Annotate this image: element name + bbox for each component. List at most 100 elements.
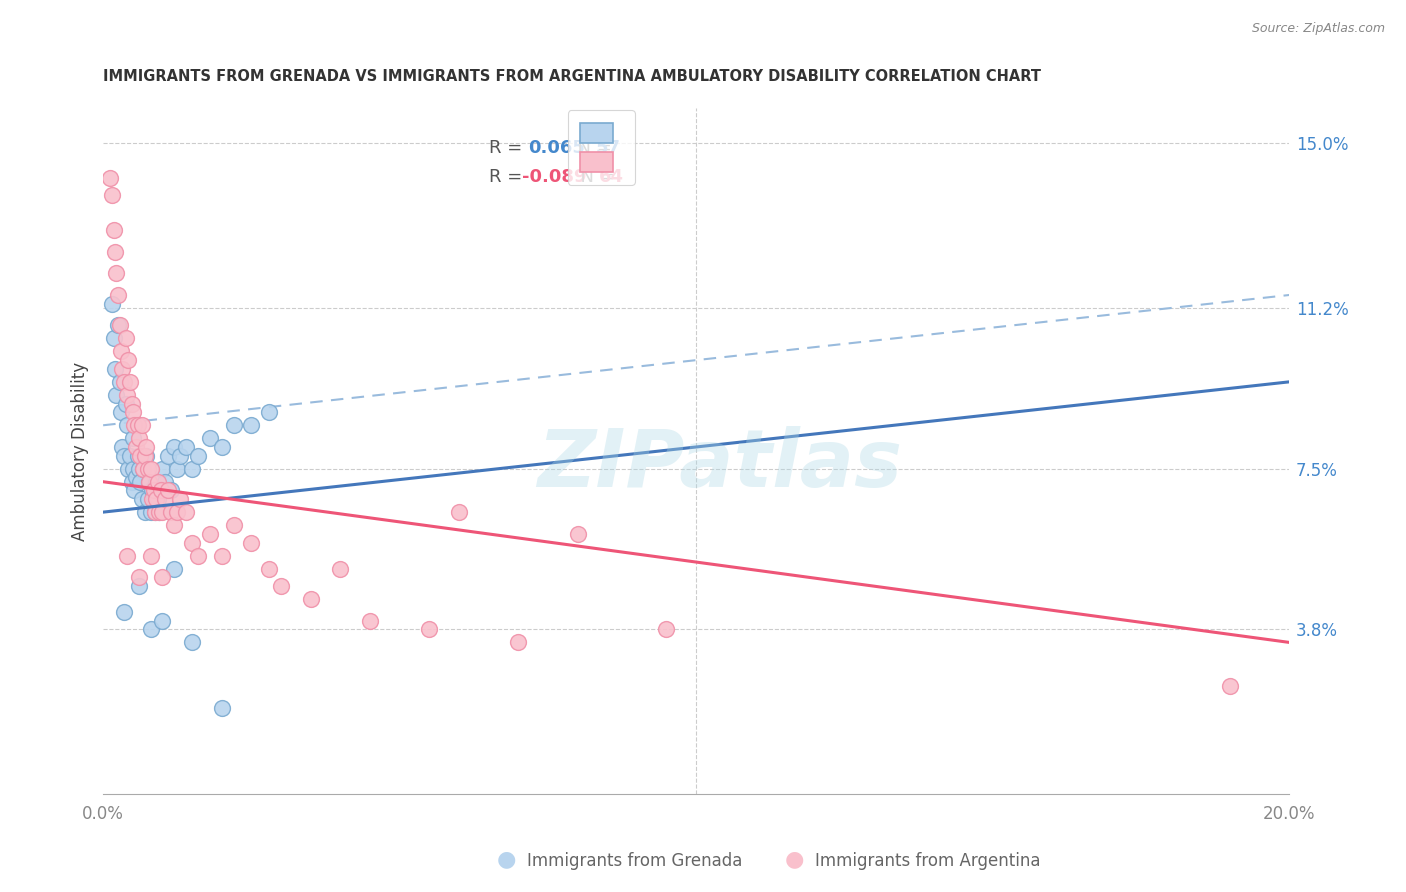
Point <box>211 440 233 454</box>
Point <box>155 492 177 507</box>
Point <box>105 266 128 280</box>
Point <box>160 483 183 498</box>
Point <box>198 431 221 445</box>
Point <box>257 405 280 419</box>
Point <box>131 492 153 507</box>
Point <box>567 526 589 541</box>
Point <box>155 475 177 489</box>
Point <box>299 591 322 606</box>
Point <box>157 483 180 498</box>
Point <box>240 535 263 549</box>
Point <box>121 396 143 410</box>
Point <box>98 170 121 185</box>
Point <box>187 549 209 563</box>
Point <box>211 549 233 563</box>
Point <box>121 405 143 419</box>
Text: ZIPatlas: ZIPatlas <box>537 426 903 504</box>
Point <box>145 492 167 507</box>
Point <box>163 561 186 575</box>
Point <box>128 449 150 463</box>
Point <box>122 483 145 498</box>
Text: -0.089: -0.089 <box>522 168 586 186</box>
Text: 57: 57 <box>595 139 620 157</box>
Point <box>222 418 245 433</box>
Text: R =: R = <box>488 168 527 186</box>
Point <box>145 475 167 489</box>
Point <box>418 623 440 637</box>
Point <box>107 288 129 302</box>
Point <box>181 635 204 649</box>
Point <box>166 461 188 475</box>
Point <box>115 549 138 563</box>
Point <box>114 396 136 410</box>
Point <box>108 318 131 333</box>
Point <box>163 440 186 454</box>
Point <box>1219 679 1241 693</box>
Point <box>174 440 197 454</box>
Point <box>108 375 131 389</box>
Point <box>139 623 162 637</box>
Text: ●: ● <box>785 850 804 870</box>
Point <box>359 614 381 628</box>
Point <box>163 518 186 533</box>
Point <box>134 505 156 519</box>
Point <box>105 388 128 402</box>
Point <box>136 492 159 507</box>
Point <box>142 492 165 507</box>
Point <box>112 605 135 619</box>
Point <box>160 505 183 519</box>
Point <box>148 505 170 519</box>
Text: Source: ZipAtlas.com: Source: ZipAtlas.com <box>1251 22 1385 36</box>
Text: N =: N = <box>565 139 617 157</box>
Text: IMMIGRANTS FROM GRENADA VS IMMIGRANTS FROM ARGENTINA AMBULATORY DISABILITY CORRE: IMMIGRANTS FROM GRENADA VS IMMIGRANTS FR… <box>103 69 1040 84</box>
Point <box>134 449 156 463</box>
Point <box>270 579 292 593</box>
Point <box>132 461 155 475</box>
Point <box>152 614 174 628</box>
Point <box>329 561 352 575</box>
Point <box>187 449 209 463</box>
Point <box>128 431 150 445</box>
Point <box>104 244 127 259</box>
Point <box>169 449 191 463</box>
Point <box>101 296 124 310</box>
Point <box>157 449 180 463</box>
Point <box>132 461 155 475</box>
Point <box>104 361 127 376</box>
Point <box>110 344 132 359</box>
Point <box>150 483 173 498</box>
Text: 64: 64 <box>599 168 624 186</box>
Point <box>169 492 191 507</box>
Point <box>508 635 530 649</box>
Point <box>117 353 139 368</box>
Point <box>143 505 166 519</box>
Point <box>148 505 170 519</box>
Point <box>122 418 145 433</box>
Text: 0.065: 0.065 <box>527 139 585 157</box>
Point <box>107 318 129 333</box>
Point <box>128 579 150 593</box>
Text: ●: ● <box>496 850 516 870</box>
Point <box>121 431 143 445</box>
Point <box>118 449 141 463</box>
Point <box>150 483 173 498</box>
Point <box>139 461 162 475</box>
Point <box>117 461 139 475</box>
Point <box>127 449 149 463</box>
Point <box>181 461 204 475</box>
Point <box>211 700 233 714</box>
Point <box>138 475 160 489</box>
Point <box>152 461 174 475</box>
Point <box>136 461 159 475</box>
Point <box>115 388 138 402</box>
Point <box>166 505 188 519</box>
Point <box>143 505 166 519</box>
Point <box>114 331 136 345</box>
Point <box>111 440 134 454</box>
Legend: , : , <box>568 111 634 185</box>
Point <box>110 405 132 419</box>
Point <box>121 461 143 475</box>
Point <box>181 535 204 549</box>
Point <box>146 492 169 507</box>
Point <box>141 492 163 507</box>
